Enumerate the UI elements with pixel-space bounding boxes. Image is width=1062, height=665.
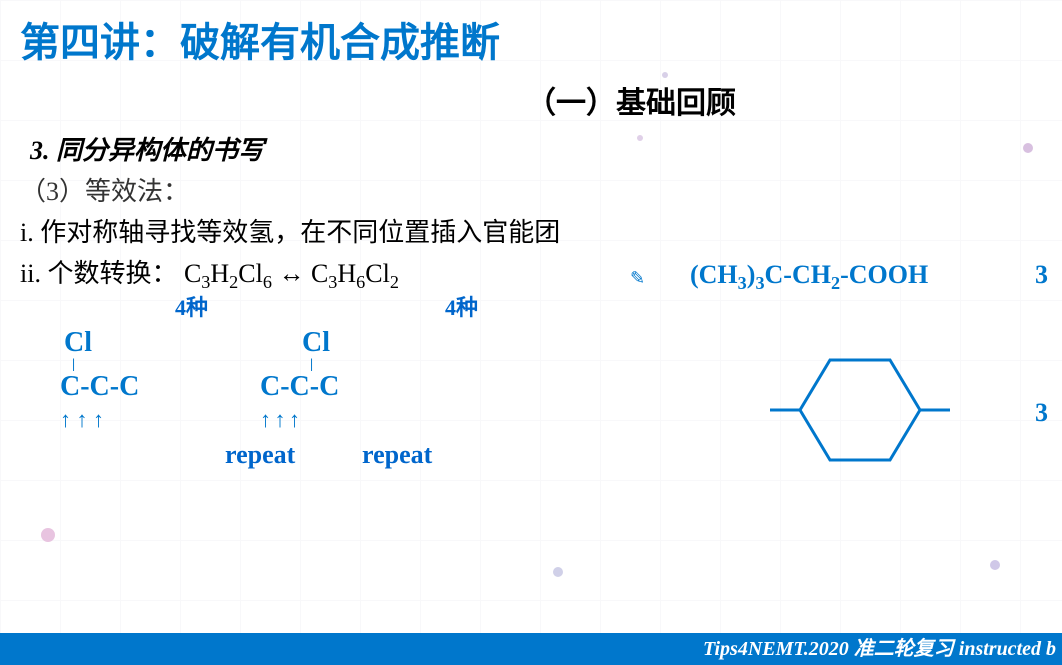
- arrow-symbol: ↔: [278, 259, 304, 288]
- chem2-chain: C-C-C: [260, 369, 339, 405]
- right-formula: (CH3)3C-CH2-COOH: [690, 260, 928, 294]
- chem-structure-2: Cl | C-C-C ↑ ↑ ↑: [260, 325, 339, 434]
- footer-bar: Tips4NEMT.2020 准二轮复习 instructed b: [0, 633, 1062, 665]
- chem2-arrows: ↑ ↑ ↑: [260, 406, 339, 435]
- count-label-2: 4种: [445, 290, 478, 322]
- section-heading: 3. 同分异构体的书写: [30, 130, 1042, 167]
- right-count-2: 3: [1035, 398, 1048, 428]
- pencil-icon: ✎: [630, 268, 645, 289]
- chem2-cl: Cl: [302, 325, 339, 361]
- formula-left: C3H2Cl6: [184, 259, 272, 288]
- line-ii-prefix: ii. 个数转换：: [20, 259, 177, 288]
- count-label-1: 4种: [175, 290, 208, 322]
- slide-content: 第四讲：破解有机合成推断 （一）基础回顾 3. 同分异构体的书写 （3）等效法：…: [0, 0, 1062, 303]
- repeat-label-1: repeat: [225, 440, 295, 470]
- hexagon-structure: [770, 345, 970, 475]
- chem-structure-1: Cl | C-C-C ↑ ↑ ↑: [60, 325, 139, 434]
- slide-subtitle: （一）基础回顾: [220, 78, 1042, 122]
- repeat-label-2: repeat: [362, 440, 432, 470]
- chem1-cl: Cl: [64, 325, 139, 361]
- subsection-heading: （3）等效法：: [20, 171, 1042, 208]
- slide-title: 第四讲：破解有机合成推断: [20, 10, 1042, 68]
- chem1-chain: C-C-C: [60, 369, 139, 405]
- right-count-1: 3: [1035, 260, 1048, 290]
- chem1-arrows: ↑ ↑ ↑: [60, 406, 139, 435]
- line-i: i. 作对称轴寻找等效氢，在不同位置插入官能团: [20, 212, 1042, 249]
- formula-right: C3H6Cl2: [311, 259, 399, 288]
